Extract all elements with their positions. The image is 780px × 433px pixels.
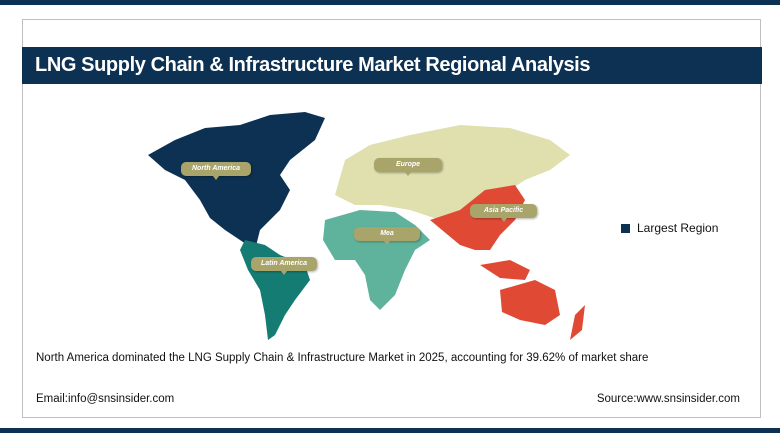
legend-label: Largest Region bbox=[637, 221, 719, 235]
top-bar bbox=[0, 0, 780, 5]
region-north-america bbox=[148, 112, 325, 250]
region-europe bbox=[335, 125, 570, 220]
world-map bbox=[148, 112, 585, 340]
region-label-europe: Europe bbox=[374, 158, 442, 176]
region-label-asia-pacific: Asia Pacific bbox=[470, 204, 537, 222]
region-label-north-america: North America bbox=[181, 162, 251, 180]
region-label-latin-america: Latin America bbox=[251, 257, 317, 275]
page-title: LNG Supply Chain & Infrastructure Market… bbox=[22, 47, 762, 84]
legend: Largest Region bbox=[621, 221, 718, 235]
caption: North America dominated the LNG Supply C… bbox=[36, 352, 649, 364]
region-asia-pacific bbox=[430, 185, 585, 340]
region-label-mea: Mea bbox=[354, 227, 420, 245]
region-mea bbox=[323, 210, 430, 310]
region-latin-america bbox=[240, 240, 310, 340]
bottom-bar bbox=[0, 428, 780, 433]
footer-source: Source:www.snsinsider.com bbox=[596, 393, 740, 405]
legend-swatch bbox=[621, 223, 630, 233]
card-frame bbox=[22, 19, 761, 418]
footer-email: Email:info@snsinsider.com bbox=[36, 393, 175, 405]
